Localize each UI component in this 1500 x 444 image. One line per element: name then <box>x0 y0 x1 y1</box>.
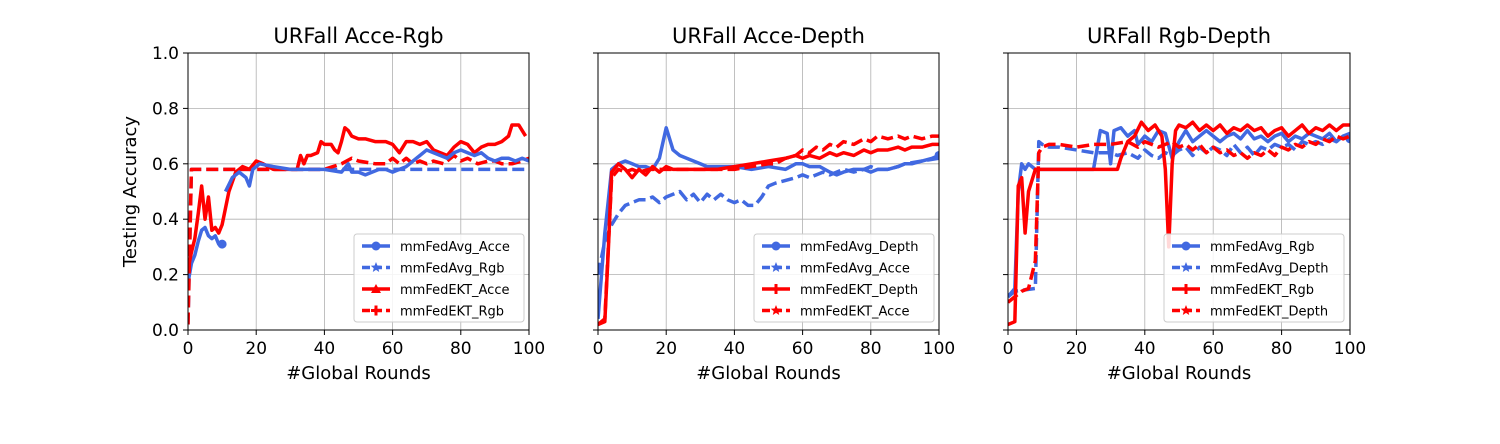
legend-marker <box>770 262 782 272</box>
legend-label: mmFedAvg_Rgb <box>400 262 504 277</box>
chart-title: URFall Acce-Depth <box>672 24 865 48</box>
axes-frame <box>187 52 530 331</box>
chart-panel-3: 0 20 40 60 80 100 URFall Rgb-Depth #Global Roun… <box>1003 24 1367 384</box>
x-tick-label: 0 <box>1003 339 1014 359</box>
x-tick-label: 80 <box>450 339 472 359</box>
y-tick-label: 0.4 <box>152 210 179 230</box>
legend-box <box>1163 233 1345 323</box>
chart-panel-1: 0 20 40 60 80 100 0.0 0.2 0.4 0.6 0.8 1.0 URFall Acc… <box>120 24 545 384</box>
y-axis-label: Testing Accuracy <box>120 116 141 269</box>
x-tick-label: 20 <box>245 339 267 359</box>
legend-label: mmFedAvg_Depth <box>800 240 919 255</box>
x-axis-label: #Global Rounds <box>696 363 841 384</box>
series-line-mmfedavg-acce <box>188 225 223 284</box>
y-tick-label: 0.2 <box>152 266 179 286</box>
chart-title: URFall Rgb-Depth <box>1087 24 1271 48</box>
legend-label: mmFedAvg_Depth <box>1210 262 1329 277</box>
legend-marker <box>371 241 381 251</box>
x-axis-label: #Global Rounds <box>1107 363 1252 384</box>
x-tick-label: 20 <box>655 339 677 359</box>
axes-frame <box>1007 52 1351 331</box>
x-tick-label: 80 <box>860 339 882 359</box>
y-tick-label: 0.6 <box>152 155 179 175</box>
legend-label: mmFedEKT_Rgb <box>1210 283 1314 298</box>
x-tick-label: 100 <box>1334 339 1366 359</box>
x-axis-label: #Global Rounds <box>286 363 431 384</box>
legend: mmFedAvg_Acce mmFedAvg_Rgb mmFedEKT_Accemm… <box>353 233 525 323</box>
y-tick-label: 0.8 <box>152 99 179 119</box>
series-group <box>1008 120 1350 327</box>
legend-marker <box>771 284 781 294</box>
x-tick-label: 20 <box>1066 339 1088 359</box>
x-tick-label: 100 <box>923 339 955 359</box>
legend-label: mmFedAvg_Acce <box>400 240 510 255</box>
chart-title: URFall Acce-Rgb <box>273 24 443 48</box>
x-tick-label: 60 <box>1202 339 1224 359</box>
legend-box <box>753 233 935 323</box>
y-tick-label: 0.0 <box>152 321 179 341</box>
x-tick-label: 60 <box>792 339 814 359</box>
legend-label: mmFedEKT_Depth <box>1210 305 1328 320</box>
legend-marker <box>371 284 381 293</box>
legend-label: mmFedEKT_Depth <box>800 283 918 298</box>
legend-marker <box>1181 241 1191 251</box>
x-tick-label: 40 <box>724 339 746 359</box>
series-line-mmfedavg-acce <box>598 156 939 275</box>
x-tick-label: 40 <box>1134 339 1156 359</box>
legend-marker <box>371 305 381 316</box>
legend-label: mmFedEKT_Rgb <box>400 305 504 320</box>
legend-marker <box>770 305 782 315</box>
legend: mmFedAvg_Rgb mmFedAvg_Depth mmFedEKT_Rgbmm… <box>1163 233 1345 323</box>
legend-marker <box>771 241 781 251</box>
legend-label: mmFedAvg_Rgb <box>1210 240 1314 255</box>
x-tick-label: 0 <box>593 339 604 359</box>
legend-box <box>353 233 525 323</box>
legend-label: mmFedEKT_Acce <box>800 305 909 320</box>
axes-frame <box>597 52 940 331</box>
x-tick-label: 60 <box>382 339 404 359</box>
series-line-mmfedekt-acce <box>188 123 528 270</box>
x-tick-label: 0 <box>183 339 194 359</box>
series-line-mmfedekt-acce <box>598 134 939 326</box>
x-tick-label: 80 <box>1271 339 1293 359</box>
legend-marker <box>1180 262 1192 272</box>
legend-label: mmFedEKT_Acce <box>400 283 509 298</box>
x-tick-label: 100 <box>513 339 545 359</box>
series-line-mmfedekt-depth <box>1008 134 1350 304</box>
chart-panel-2: 0 20 40 60 80 100 URFall Acce-Depth #Global Rou… <box>593 24 956 384</box>
legend: mmFedAvg_Depth mmFedAvg_Acce mmFedEKT_Dept… <box>753 233 935 323</box>
series-group <box>598 126 939 327</box>
series-marker <box>217 239 227 249</box>
series-line-mmfedekt-rgb <box>188 153 529 325</box>
legend-marker <box>1180 305 1192 315</box>
y-tick-label: 1.0 <box>152 44 179 64</box>
legend-marker <box>1181 284 1191 294</box>
legend-marker <box>370 262 382 272</box>
series-line-mmfedavg-acce-cont- <box>223 148 529 193</box>
series-line-mmfedekt-rgb <box>1008 120 1350 327</box>
x-tick-label: 40 <box>314 339 336 359</box>
series-line-mmfedekt-depth <box>598 142 939 327</box>
legend-label: mmFedAvg_Acce <box>800 262 910 277</box>
series-group <box>188 123 529 325</box>
